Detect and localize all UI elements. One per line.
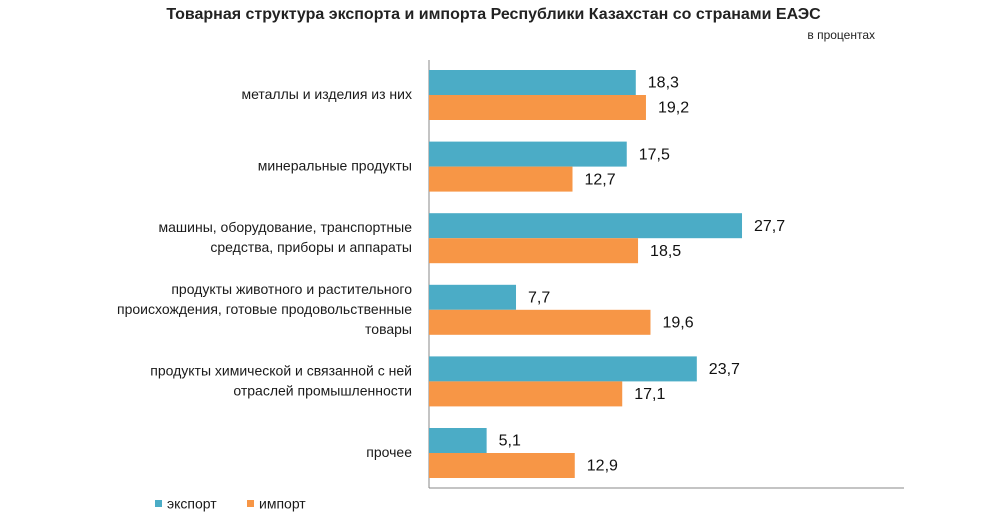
import-bar — [429, 453, 575, 478]
data-label: 12,9 — [587, 458, 618, 475]
legend-swatch-export — [155, 500, 162, 507]
units-label: в процентах — [807, 28, 875, 42]
category-label-line: отраслей промышленности — [233, 382, 412, 398]
export-bar — [429, 284, 517, 310]
import-bar — [429, 238, 639, 264]
import-bar — [429, 381, 623, 407]
category-label-line: прочее — [366, 444, 412, 460]
data-label: 12,7 — [585, 171, 616, 188]
export-bar — [429, 141, 627, 167]
export-bar — [429, 428, 487, 453]
data-label: 17,5 — [639, 146, 670, 163]
data-label: 18,3 — [648, 75, 679, 92]
category-label-line: машины, оборудование, транспортные — [159, 219, 413, 235]
category-label: прочее — [366, 444, 412, 460]
category-label-line: товары — [365, 321, 412, 337]
category-label-line: продукты животного и растительного — [171, 281, 412, 297]
data-label: 23,7 — [709, 361, 740, 378]
category-label: машины, оборудование, транспортные средст… — [159, 219, 413, 255]
chart-title: Товарная структура экспорта и импорта Ре… — [166, 6, 821, 23]
import-bar — [429, 309, 651, 335]
category-label-line: продукты химической и связанной с ней — [150, 362, 412, 378]
data-label: 5,1 — [499, 433, 521, 450]
data-label: 19,6 — [662, 315, 693, 332]
data-label: 18,5 — [650, 243, 681, 260]
data-label: 17,1 — [634, 386, 665, 403]
category-label-line: средства, приборы и аппараты — [210, 239, 412, 255]
category-label: продукты химической и связанной с ней отр… — [150, 362, 412, 398]
data-label: 7,7 — [528, 290, 550, 307]
category-label: минеральные продукты — [258, 157, 412, 173]
legend-swatch-import — [247, 500, 254, 507]
export-bar — [429, 356, 697, 382]
import-bar — [429, 166, 573, 192]
legend-label-import: импорт — [259, 496, 306, 512]
legend-label-export: экспорт — [167, 496, 217, 512]
export-bar — [429, 70, 636, 95]
category-label: металлы и изделия из них — [241, 86, 412, 102]
export-bar — [429, 213, 743, 239]
category-label-line: минеральные продукты — [258, 157, 412, 173]
data-label: 27,7 — [754, 218, 785, 235]
data-label: 19,2 — [658, 100, 689, 117]
category-label: продукты животного и растительного происх… — [117, 281, 412, 337]
category-label-line: металлы и изделия из них — [241, 86, 412, 102]
category-label-line: происхождения, готовые продовольственные — [117, 301, 412, 317]
import-bar — [429, 95, 646, 120]
